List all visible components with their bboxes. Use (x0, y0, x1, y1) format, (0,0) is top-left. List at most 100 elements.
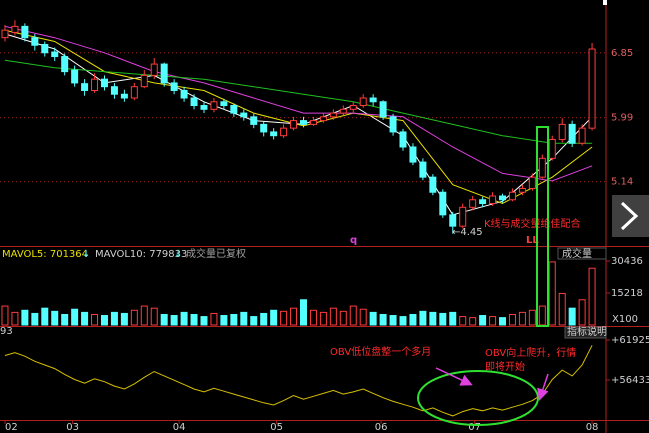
volume-bar (489, 316, 497, 326)
volume-bar (518, 311, 526, 326)
candle-body (51, 51, 59, 58)
candle-body (1, 29, 9, 39)
x-tick-label: 08 (586, 422, 599, 433)
obv-line (4, 345, 593, 417)
candle-body (459, 206, 467, 227)
candle-body (339, 108, 347, 114)
candle-body (210, 101, 218, 110)
volume-bar (588, 267, 596, 326)
volume-bar (140, 305, 148, 326)
candle-body (349, 105, 357, 110)
volume-bar (479, 315, 487, 326)
volume-bar (170, 315, 178, 326)
trend-arrow: ↓ (174, 249, 182, 260)
candle-body (160, 63, 168, 84)
volume-bar (160, 313, 168, 326)
volume-bar (349, 305, 357, 326)
y-tick-label: 5.99 (611, 113, 633, 124)
help-button[interactable]: 指标说明 (567, 325, 607, 338)
x-tick-label: 04 (173, 422, 186, 433)
candle-body (449, 214, 457, 227)
candle-body (538, 157, 546, 178)
candle-body (81, 83, 89, 91)
volume-bar (81, 311, 89, 326)
candle-body (240, 112, 248, 118)
x-tick-label: 02 (5, 422, 18, 433)
volume-bar (61, 313, 69, 326)
volume-bar (429, 311, 437, 326)
volume-bar (250, 316, 258, 326)
volume-bar (329, 307, 337, 326)
candle-body (290, 120, 298, 129)
volume-bar (290, 307, 298, 326)
volume-bar (1, 305, 9, 326)
candle-body (419, 161, 427, 178)
help-button-box[interactable] (564, 326, 607, 339)
volume-bar (120, 312, 128, 326)
candle-body (110, 86, 118, 95)
candle-body (230, 105, 238, 114)
next-button[interactable] (612, 195, 649, 237)
volume-bar (11, 311, 19, 326)
volume-bar (538, 305, 546, 326)
y-tick-label: 5.14 (611, 177, 633, 188)
candle-body (21, 25, 29, 39)
candle-body (140, 74, 148, 88)
candle-body (489, 195, 497, 205)
candle-body (379, 101, 387, 118)
volume-bar (369, 311, 377, 326)
candle-body (200, 105, 208, 110)
volume-bar (419, 310, 427, 326)
candle-body (558, 123, 566, 140)
volume-bar (449, 311, 457, 326)
volume-bar (399, 316, 407, 326)
highlight-box (536, 126, 549, 327)
volume-bar (339, 310, 347, 326)
annotation: OBV低位盘整一个多月 (330, 345, 431, 358)
volume-bar (51, 310, 59, 326)
volume-bar (130, 309, 138, 326)
candle-body (270, 131, 278, 137)
legend-entry: MAVOL5: 701364 (2, 249, 88, 260)
volume-bar (309, 309, 317, 326)
candle-body (409, 146, 417, 163)
volume-bar (260, 312, 268, 326)
volume-bar (578, 299, 586, 326)
candle-body (578, 127, 586, 144)
selector-box[interactable] (557, 247, 607, 260)
candle-body (260, 123, 268, 133)
corner-marker (603, 0, 607, 5)
volume-bar (31, 312, 39, 326)
volume-bar (499, 317, 507, 326)
legend-entry: MAVOL10: 779833 (95, 249, 187, 260)
candle-body (568, 123, 576, 144)
x-tick-label: 05 (270, 422, 283, 433)
volume-bar (568, 307, 576, 326)
candle-body (508, 191, 516, 201)
y-tick-label: 15218 (611, 288, 643, 299)
candle-body (61, 56, 69, 73)
volume-bar (190, 313, 198, 326)
volume-bar (240, 311, 248, 326)
moving-average (4, 59, 593, 144)
candle-body (399, 131, 407, 148)
volume-bar (200, 316, 208, 326)
annotation: OBV向上爬升，行情 (485, 346, 576, 359)
volume-bar (548, 261, 556, 326)
candle-body (280, 127, 288, 137)
marker-label: q (350, 235, 357, 246)
volume-bar (91, 313, 99, 326)
candle-body (389, 116, 397, 133)
candle-body (479, 199, 487, 205)
volume-bar (220, 315, 228, 326)
volume-bar (528, 309, 536, 326)
candle-body (120, 93, 128, 99)
volume-bar (150, 307, 158, 326)
volume-bar (319, 311, 327, 326)
volume-bar (558, 292, 566, 326)
selector[interactable]: 成交量 (562, 247, 592, 260)
candle-body (528, 176, 536, 189)
volume-bar (280, 310, 288, 326)
